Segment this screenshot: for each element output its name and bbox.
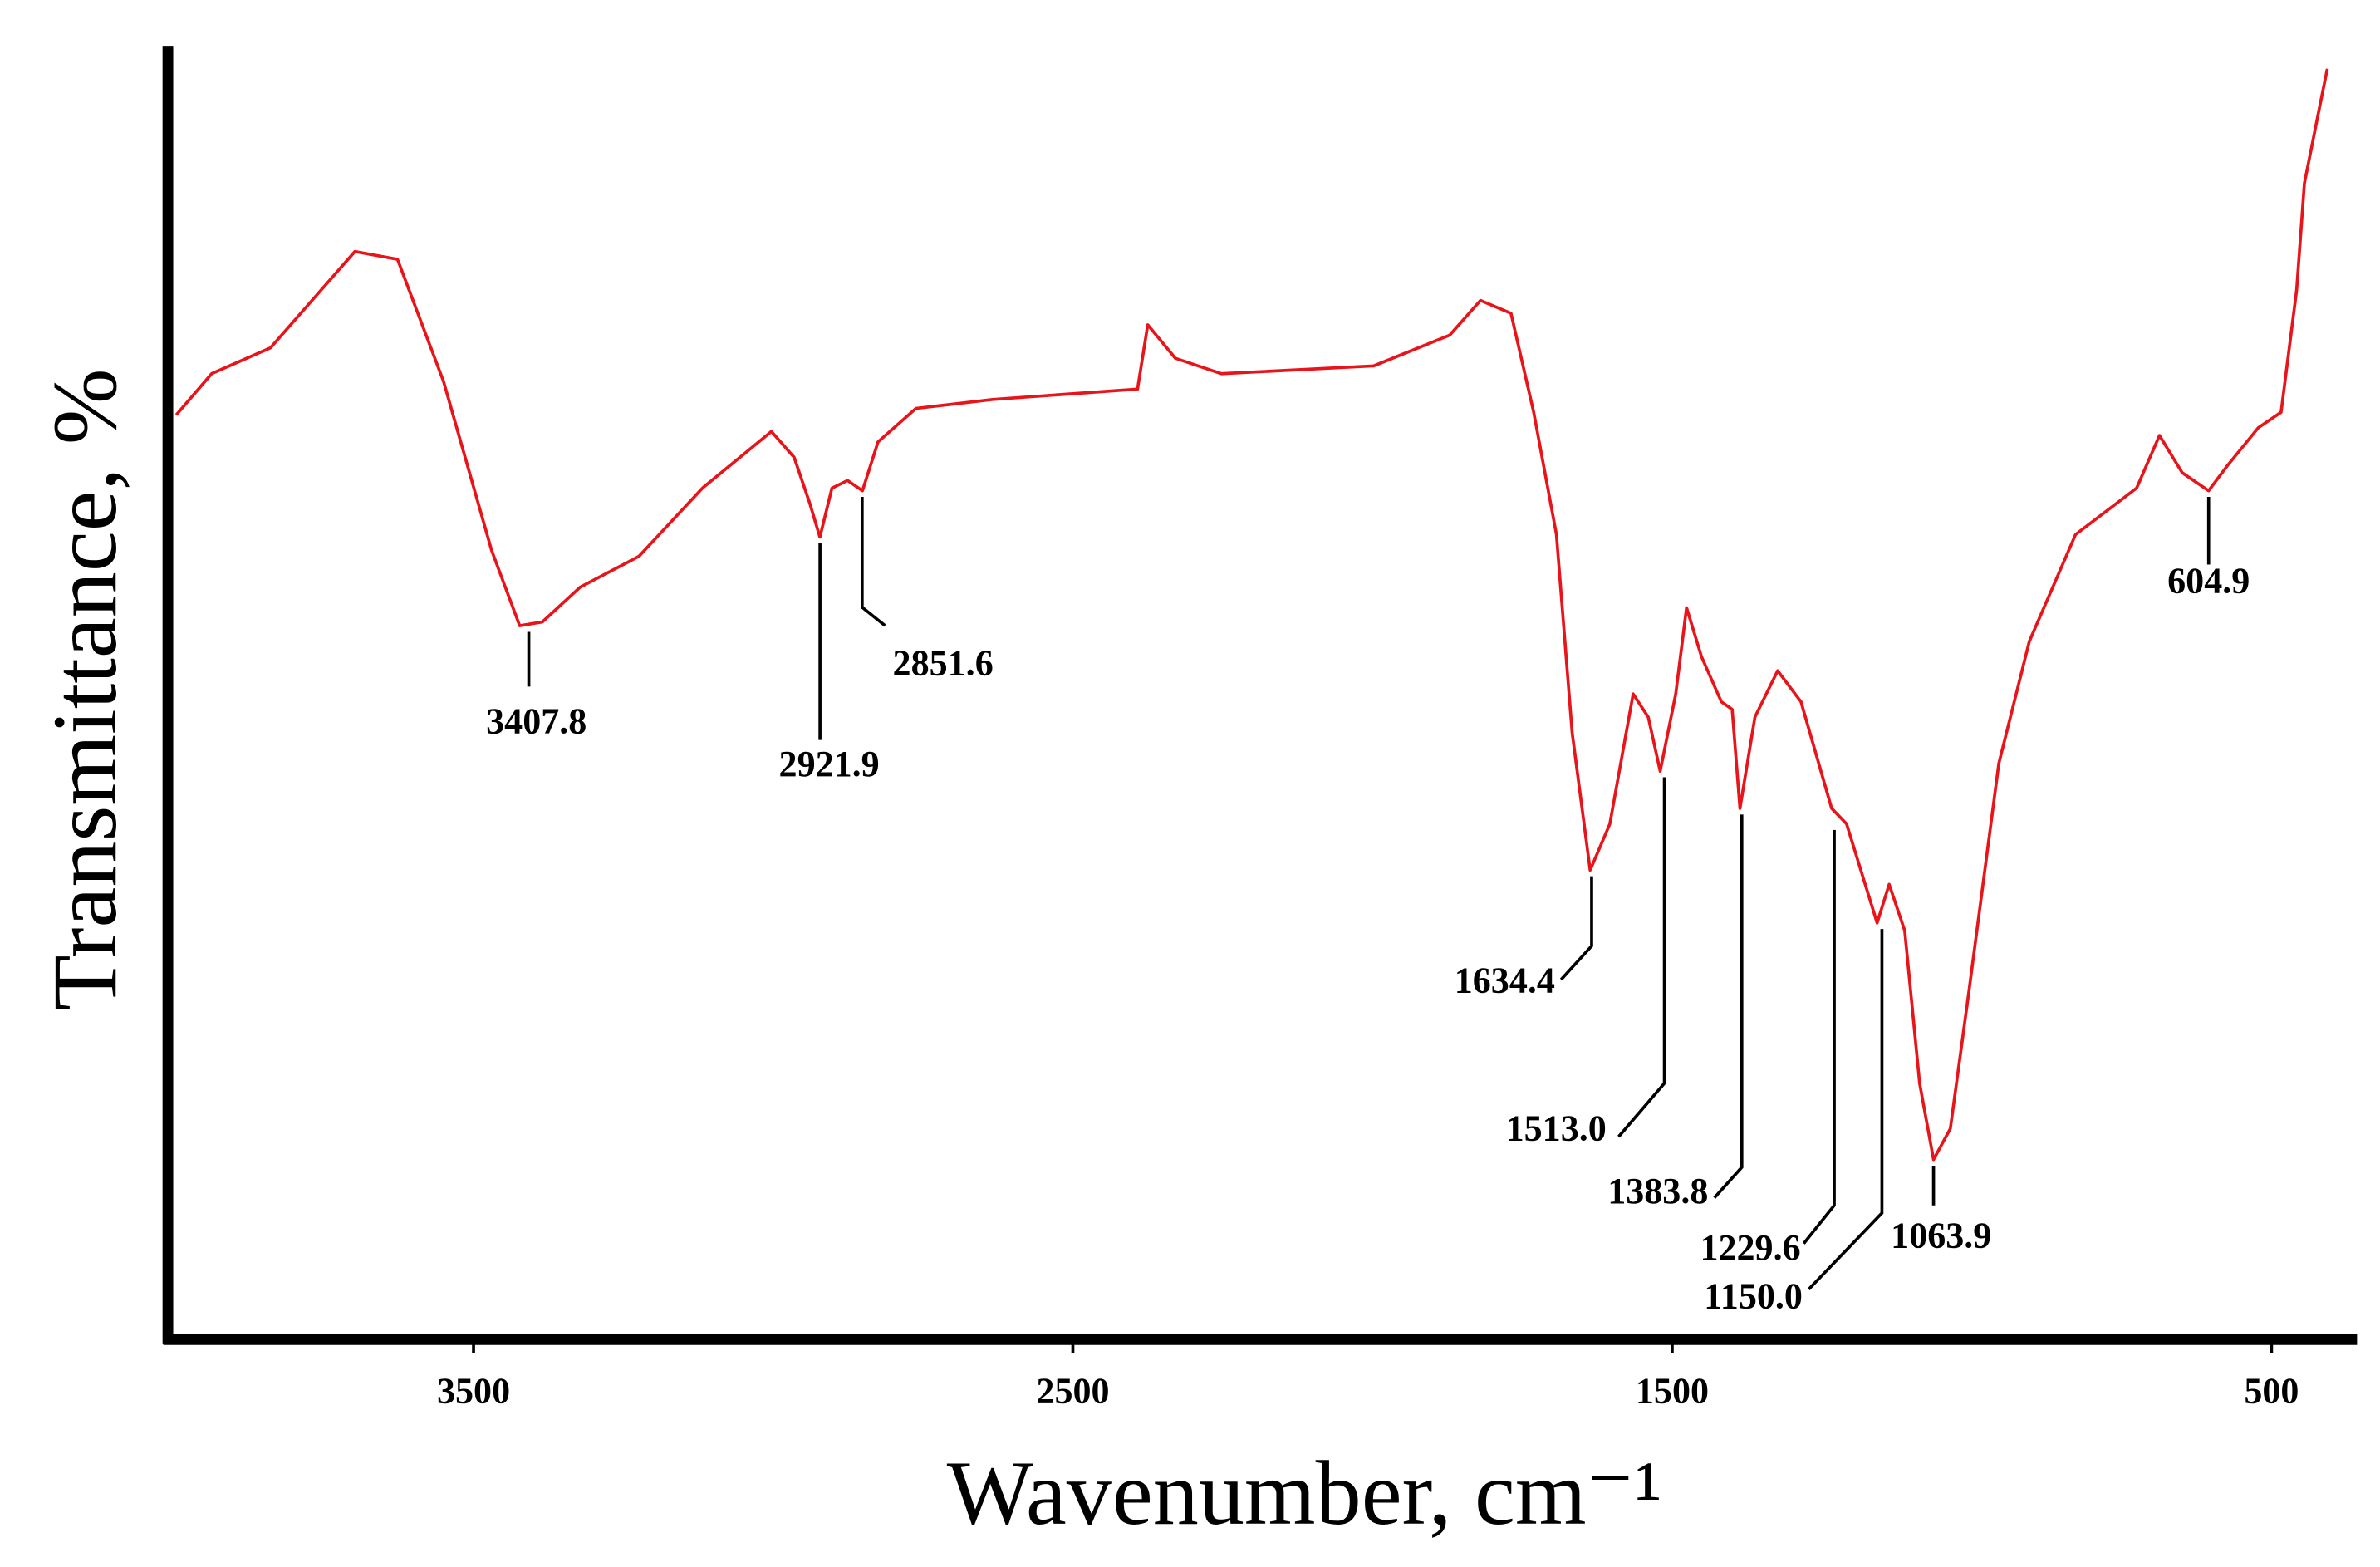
peak-label: 1063.9	[1891, 1215, 1991, 1255]
spectrum-line	[174, 68, 2329, 1162]
peak-label: 2851.6	[893, 643, 994, 684]
peak-label: 3407.8	[486, 700, 586, 741]
peak-label: 2921.9	[779, 744, 880, 784]
y-axis-label: Transmittance, %	[34, 368, 135, 1010]
peak-leader	[1617, 777, 1666, 1138]
peak-label: 1150.0	[1704, 1276, 1803, 1317]
x-axis-label: Wavenumber, cm⁻¹	[947, 1442, 1662, 1544]
x-tick-label: 500	[2244, 1371, 2299, 1412]
peak-label: 604.9	[2167, 560, 2250, 601]
peak-leader	[1802, 829, 1836, 1245]
peak-label: 1383.8	[1607, 1171, 1708, 1211]
peak-leader	[1559, 876, 1593, 981]
x-tick-label: 1500	[1636, 1371, 1709, 1412]
x-tick-label: 3500	[437, 1371, 510, 1412]
peak-label: 1513.0	[1506, 1108, 1607, 1149]
peak-label: 1634.4	[1455, 960, 1555, 1001]
peak-leader	[1713, 814, 1744, 1199]
peak-label: 1229.6	[1700, 1227, 1800, 1268]
peak-leader	[860, 496, 886, 627]
peak-leader	[1807, 929, 1884, 1291]
x-tick-label: 2500	[1036, 1371, 1109, 1412]
